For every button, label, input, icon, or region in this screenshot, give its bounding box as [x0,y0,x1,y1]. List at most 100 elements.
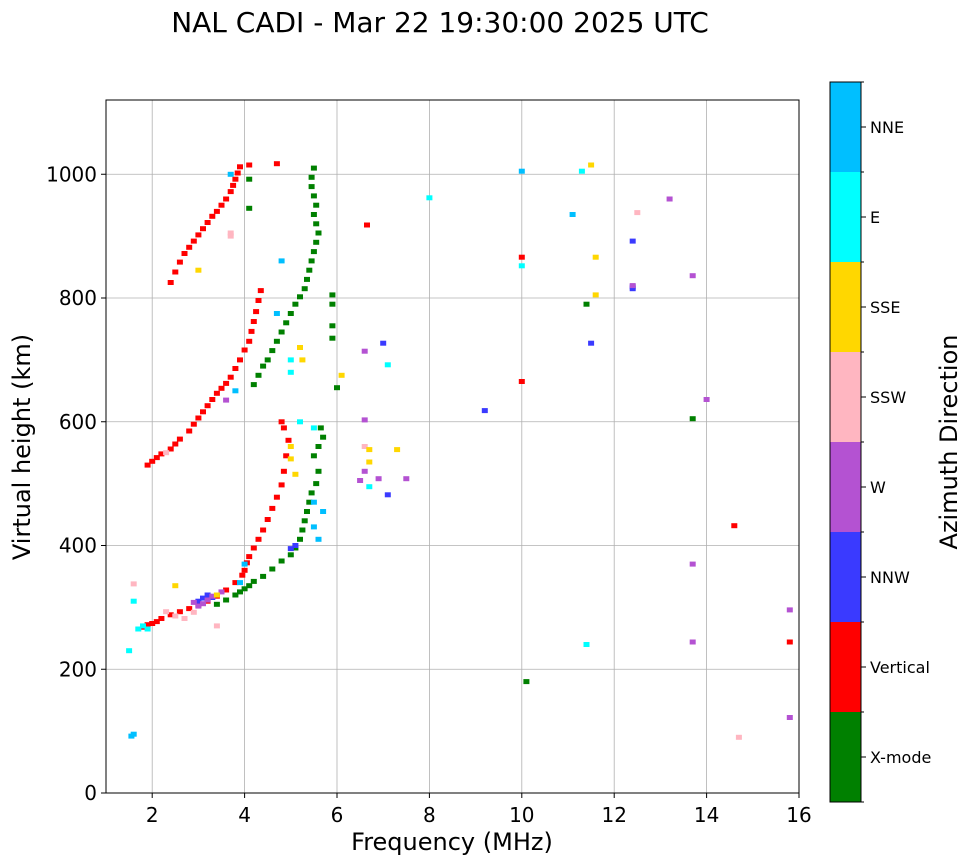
point-vertical [167,612,174,618]
point-vertical [223,196,230,202]
x-tick-label: 14 [694,803,719,827]
colorbar-frame [829,81,862,803]
point-vertical [260,527,267,533]
point-ssw [361,444,368,449]
point-e [144,626,151,632]
y-tick-label: 400 [59,534,97,558]
point-vertical [204,220,211,225]
point-vertical [223,380,230,386]
point-vertical [280,468,287,474]
point-x-mode [308,184,315,190]
colorbar-tick-label: SSE [870,298,900,317]
point-vertical [149,621,156,626]
point-vertical [278,482,285,488]
point-x-mode [269,348,276,354]
point-vertical [278,419,285,425]
point-vertical [264,517,271,522]
point-nne [310,499,317,505]
point-ssw [172,613,179,619]
x-axis-ticks: 2 4 6 8 10 12 14 16 [146,793,812,827]
point-x-mode [297,536,303,542]
point-ssw [227,230,234,236]
point-sse [366,447,373,453]
point-x-mode [308,174,315,180]
colorbar-segment [830,712,861,802]
point-vertical [246,338,253,344]
colorbar-tick-label: Vertical [870,658,930,677]
point-vertical [234,170,241,176]
point-x-mode [301,286,308,292]
colorbar-segment [830,532,861,622]
point-nne [130,731,137,737]
point-nne [232,388,239,394]
point-e [287,369,294,375]
point-sse [287,456,294,462]
point-sse [297,345,303,350]
point-w [786,715,793,720]
point-vertical [209,397,216,402]
point-vertical [230,182,237,188]
point-nnw [292,543,299,548]
point-x-mode [329,335,336,341]
point-vertical [253,309,260,315]
point-e [140,623,146,629]
point-nne [237,580,243,586]
point-w [357,478,364,483]
y-tick-label: 600 [59,410,97,434]
colorbar-segment [830,622,861,712]
point-vertical [158,451,165,457]
y-tick-label: 200 [59,657,97,681]
point-vertical [248,328,255,334]
point-vertical [364,222,370,228]
colorbar: X-mode Vertical NNW W SSW SSE E NNE [829,81,931,803]
point-vertical [190,238,197,244]
point-vertical [237,357,243,363]
point-ssw [213,623,220,629]
point-nnw [384,492,391,498]
point-vertical [195,232,202,238]
point-x-mode [237,589,243,595]
point-vertical [241,567,248,573]
point-vertical [232,580,239,586]
point-vertical [227,189,234,195]
point-nnw [588,340,595,346]
y-axis-ticks: 0 200 400 600 800 1000 [46,162,106,805]
plot-area-frame [105,99,800,794]
point-vertical [246,162,253,168]
point-x-mode [523,679,530,685]
point-sse [299,357,306,363]
point-x-mode [310,212,317,217]
point-e [384,362,391,368]
point-x-mode [583,301,590,307]
colorbar-tick-label: E [870,208,880,227]
point-vertical [204,403,211,409]
point-e [426,195,433,201]
point-nnw [204,592,211,598]
y-axis-label: Virtual height (km) [8,334,36,560]
point-sse [287,444,294,449]
point-x-mode [313,481,320,487]
point-ssw [163,609,170,615]
point-w [361,348,368,354]
point-vertical [176,609,183,615]
point-vertical [232,176,239,182]
point-e [297,419,303,425]
point-x-mode [317,425,324,431]
point-x-mode [287,311,294,316]
point-vertical [176,259,183,265]
point-nne [227,171,234,177]
point-vertical [153,455,160,461]
colorbar-segment [830,82,861,172]
point-vertical [167,446,174,452]
y-tick-label: 1000 [46,162,97,186]
point-x-mode [246,583,253,589]
point-sse [172,583,179,589]
point-x-mode [329,301,336,307]
point-vertical [223,587,230,593]
point-x-mode [308,490,315,496]
x-axis-label: Frequency (MHz) [351,828,553,856]
point-x-mode [283,320,290,326]
point-vertical [195,415,202,421]
point-vertical [200,409,206,415]
